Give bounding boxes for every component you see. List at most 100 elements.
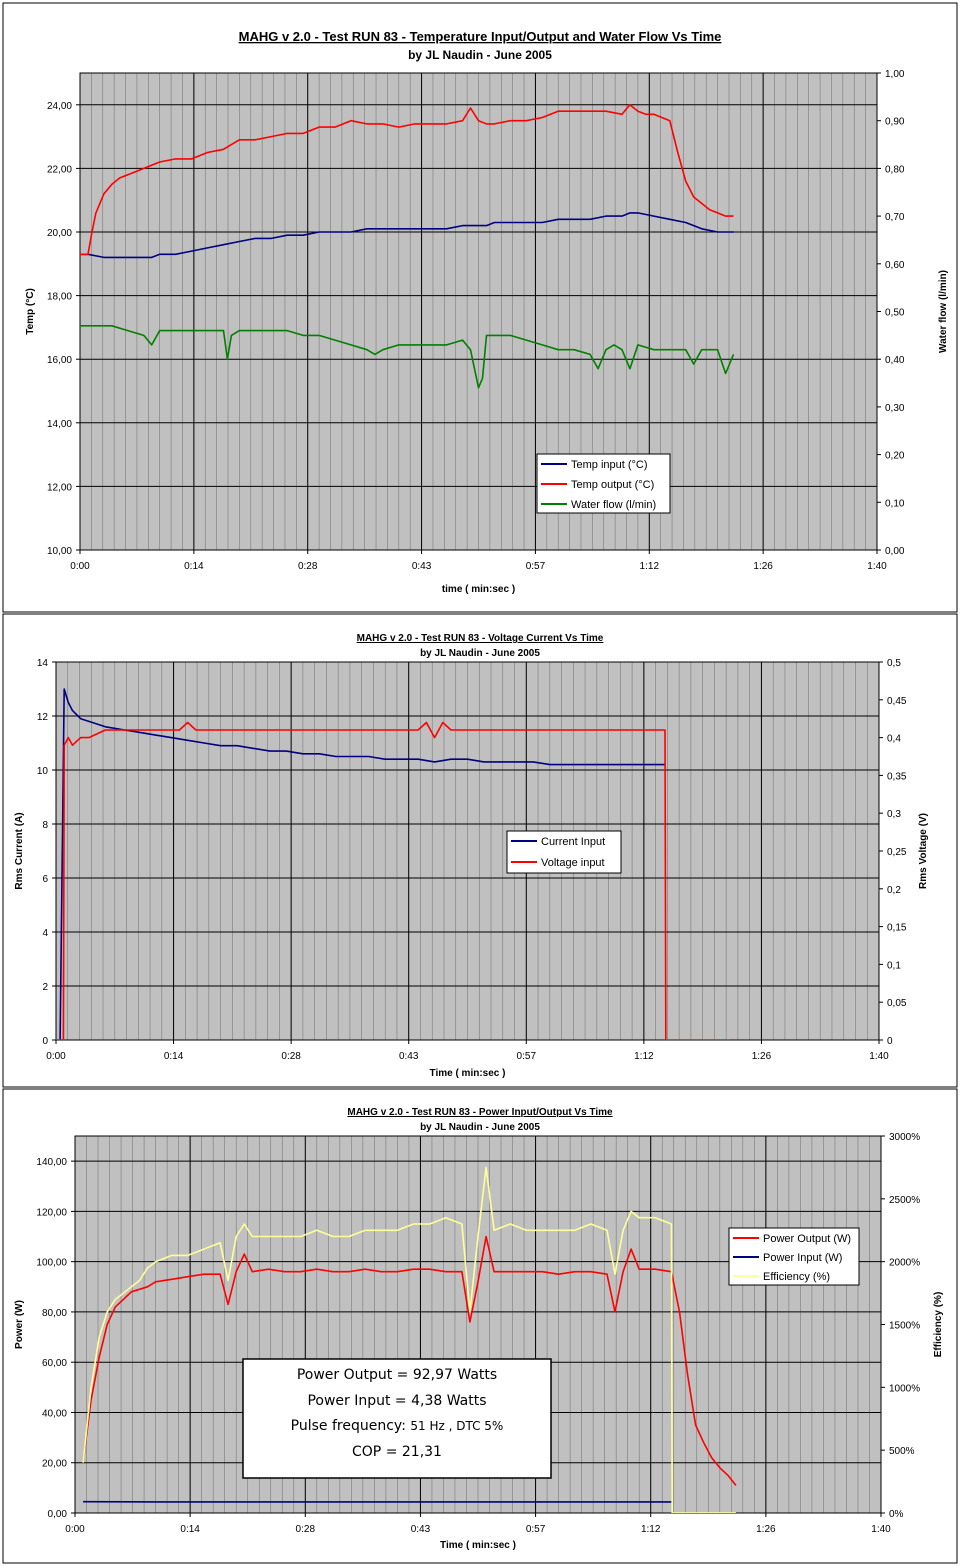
chart-subtitle: by JL Naudin - June 2005 — [420, 1122, 540, 1133]
y-tick-label: 0 — [42, 1036, 48, 1047]
y2-tick-label: 500% — [889, 1446, 915, 1457]
x-tick-label: 0:14 — [164, 1051, 184, 1062]
chart-2: MAHG v 2.0 - Test RUN 83 - Voltage Curre… — [14, 633, 929, 1079]
series-line-1 — [80, 212, 734, 259]
y-tick-label: 12,00 — [47, 482, 72, 493]
y-tick-label: 120,00 — [36, 1207, 67, 1218]
y2-tick-label: 0,45 — [887, 696, 907, 707]
x-axis-label: time ( min:sec ) — [442, 584, 515, 595]
y2-tick-label: 0,60 — [885, 260, 905, 271]
legend-box — [506, 830, 622, 874]
x-tick-label: 0:57 — [526, 561, 546, 572]
y2-tick-label: 0,80 — [885, 164, 905, 175]
y2-axis-label: Rms Voltage (V) — [918, 813, 929, 889]
x-tick-label: 1:12 — [641, 1524, 661, 1535]
x-tick-label: 1:12 — [640, 561, 660, 572]
x-tick-label: 1:40 — [871, 1524, 891, 1535]
y2-tick-label: 0,40 — [885, 355, 905, 366]
y2-tick-label: 1000% — [889, 1383, 920, 1394]
series-line-2 — [80, 104, 734, 256]
chart-title: MAHG v 2.0 - Test RUN 83 - Power Input/O… — [347, 1107, 613, 1118]
y-tick-label: 4 — [42, 928, 48, 939]
x-tick-label: 0:43 — [411, 1524, 431, 1535]
legend-entry: Power Output (W) — [763, 1233, 851, 1245]
y-tick-label: 10,00 — [47, 546, 72, 557]
y-tick-label: 18,00 — [47, 292, 72, 303]
chart-3: MAHG v 2.0 - Test RUN 83 - Power Input/O… — [14, 1107, 944, 1551]
cop-annotation: Power Output = 92,97 Watts Power Input = … — [242, 1358, 552, 1479]
x-tick-label: 0:57 — [517, 1051, 537, 1062]
legend-entry: Efficiency (%) — [763, 1271, 830, 1283]
y-tick-label: 20,00 — [47, 228, 72, 239]
series-line-3 — [80, 325, 735, 389]
x-tick-label: 1:40 — [869, 1051, 889, 1062]
y2-tick-label: 0,35 — [887, 771, 907, 782]
x-axis-label: Time ( min:sec ) — [440, 1540, 516, 1551]
y-tick-label: 100,00 — [36, 1258, 67, 1269]
y2-tick-label: 0,00 — [885, 546, 905, 557]
y2-tick-label: 0,3 — [887, 809, 901, 820]
y2-tick-label: 0,30 — [885, 403, 905, 414]
x-tick-label: 0:14 — [184, 561, 204, 572]
y2-tick-label: 0,50 — [885, 308, 905, 319]
annotation-box — [242, 1358, 552, 1479]
pulse-frequency-text: Pulse frequency: 51 Hz , DTC 5% — [291, 1418, 504, 1434]
y-tick-label: 14,00 — [47, 419, 72, 430]
legend-entry: Temp output (°C) — [571, 479, 654, 491]
power-input-text: Power Input = 4,38 Watts — [307, 1393, 486, 1409]
y2-tick-label: 0,25 — [887, 847, 907, 858]
series-line-1 — [59, 688, 665, 1040]
legend-entry: Voltage input — [541, 857, 605, 869]
y2-tick-label: 0,90 — [885, 117, 905, 128]
y2-tick-label: 0,10 — [885, 498, 905, 509]
y-tick-label: 16,00 — [47, 355, 72, 366]
y-tick-label: 14 — [37, 658, 49, 669]
y-tick-label: 2 — [42, 982, 48, 993]
y2-tick-label: 2000% — [889, 1258, 920, 1269]
y2-tick-label: 0 — [887, 1036, 893, 1047]
y2-tick-label: 0,2 — [887, 885, 901, 896]
y-tick-label: 20,00 — [42, 1459, 67, 1470]
y2-tick-label: 0,4 — [887, 734, 901, 745]
x-tick-label: 0:28 — [296, 1524, 316, 1535]
chart-1: MAHG v 2.0 - Test RUN 83 - Temperature I… — [25, 29, 949, 595]
y-tick-label: 10 — [37, 766, 49, 777]
x-tick-label: 1:26 — [756, 1524, 776, 1535]
x-tick-label: 1:26 — [752, 1051, 772, 1062]
chart-title: MAHG v 2.0 - Test RUN 83 - Voltage Curre… — [357, 633, 604, 644]
legend-entry: Water flow (l/min) — [571, 499, 656, 511]
y2-axis-label: Water flow (l/min) — [938, 270, 949, 353]
y-tick-label: 40,00 — [42, 1408, 67, 1419]
legend-entry: Power Input (W) — [763, 1252, 842, 1264]
x-tick-label: 0:00 — [65, 1524, 85, 1535]
y2-tick-label: 0,1 — [887, 960, 901, 971]
cop-text: COP = 21,31 — [352, 1444, 442, 1460]
x-tick-label: 0:14 — [180, 1524, 200, 1535]
y-tick-label: 0,00 — [48, 1509, 68, 1520]
y-axis-label: Temp (°C) — [25, 288, 36, 335]
y2-tick-label: 2500% — [889, 1195, 920, 1206]
x-tick-label: 1:26 — [753, 561, 773, 572]
series-line-1 — [82, 1235, 737, 1486]
y-tick-label: 60,00 — [42, 1358, 67, 1369]
y-tick-label: 140,00 — [36, 1157, 67, 1168]
x-tick-label: 0:43 — [399, 1051, 419, 1062]
y-axis-label: Power (W) — [14, 1300, 25, 1349]
pulse-frequency-label: Pulse frequency: — [291, 1418, 411, 1434]
y-tick-label: 6 — [42, 874, 48, 885]
chart-title: MAHG v 2.0 - Test RUN 83 - Temperature I… — [239, 29, 722, 44]
x-tick-label: 0:43 — [412, 561, 432, 572]
chart-subtitle: by JL Naudin - June 2005 — [408, 48, 552, 62]
chart-subtitle: by JL Naudin - June 2005 — [420, 648, 540, 659]
y2-tick-label: 0,70 — [885, 212, 905, 223]
y2-tick-label: 0,20 — [885, 451, 905, 462]
series-line-3 — [82, 1166, 736, 1513]
x-tick-label: 0:57 — [526, 1524, 546, 1535]
legend-entry: Temp input (°C) — [571, 459, 648, 471]
y2-tick-label: 0,05 — [887, 998, 907, 1009]
y-tick-label: 22,00 — [47, 164, 72, 175]
y-tick-label: 12 — [37, 712, 49, 723]
pulse-frequency-value: 51 Hz , DTC 5% — [410, 1419, 503, 1433]
